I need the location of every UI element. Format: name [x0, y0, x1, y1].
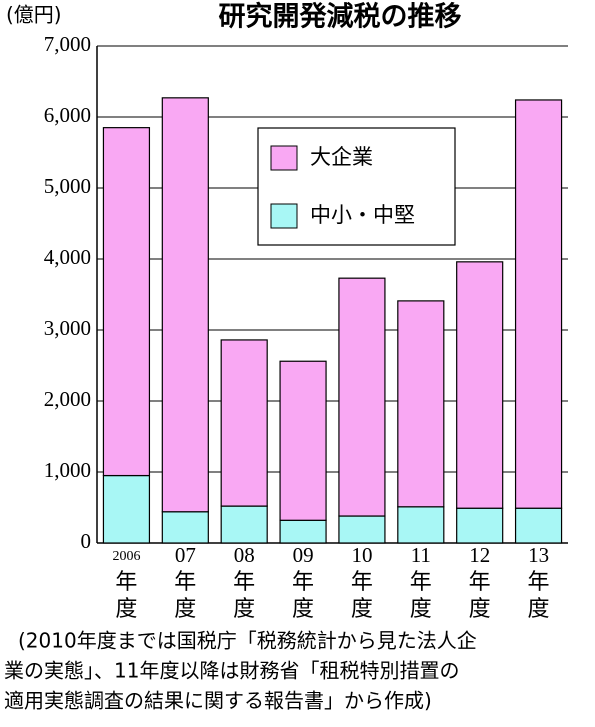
- legend-label: 中小・中堅: [310, 203, 415, 227]
- y-tick-label: 3,000: [44, 316, 91, 340]
- x-tick-char: 度: [528, 597, 550, 622]
- note-line: 業の実態」、11年度以降は財務省「租税特別措置の: [4, 659, 459, 683]
- x-tick-char: 年: [351, 570, 373, 595]
- x-tick-char: 度: [292, 597, 314, 622]
- x-tick-char: 度: [115, 597, 137, 622]
- y-tick-label: 1,000: [44, 458, 91, 482]
- x-tick-label: 07 年度: [174, 543, 196, 622]
- bar-segment: [279, 519, 327, 544]
- x-tick-char: 度: [410, 597, 432, 622]
- bar-segment: [161, 97, 209, 513]
- bar-segment: [102, 127, 151, 477]
- bar-segment: [397, 300, 445, 508]
- bar-segment: [514, 507, 563, 544]
- bar-segment: [102, 474, 151, 544]
- x-tick-label: 08 年度: [233, 543, 255, 622]
- bar-segment: [161, 511, 209, 544]
- bar-segment: [514, 99, 563, 509]
- x-tick-label: 2006 年度: [112, 549, 140, 622]
- y-tick-label: 2,000: [44, 387, 91, 411]
- x-tick-char: 度: [351, 597, 373, 622]
- y-tick-label: 0: [81, 529, 92, 553]
- x-tick-char: 度: [469, 597, 491, 622]
- x-tick-label: 10 年度: [351, 543, 373, 622]
- x-tick-label: 13 年度: [528, 543, 550, 622]
- x-tick-char: 年: [469, 570, 491, 595]
- x-tick-number: 12: [469, 543, 490, 567]
- bar-segment: [338, 515, 386, 544]
- x-tick-label: 12 年度: [469, 543, 491, 622]
- y-tick-label: 6,000: [44, 103, 91, 127]
- bar-segment: [220, 339, 268, 507]
- bar-segment: [338, 277, 386, 517]
- legend-label: 大企業: [310, 145, 373, 169]
- x-tick-char: 年: [115, 570, 137, 595]
- x-tick-number: 07: [175, 543, 196, 567]
- y-axis-label: (億円): [6, 3, 62, 27]
- bar-segment: [279, 360, 327, 521]
- x-tick-char: 年: [410, 570, 432, 595]
- x-tick-number: 10: [351, 543, 372, 567]
- x-tick-number: 13: [528, 543, 549, 567]
- x-tick-char: 年: [174, 570, 196, 595]
- y-tick-label: 5,000: [44, 174, 91, 198]
- x-tick-number: 09: [293, 543, 314, 567]
- y-tick-label: 4,000: [44, 245, 91, 269]
- x-tick-number: 11: [411, 543, 431, 567]
- legend-swatch: [270, 203, 298, 229]
- note-line: 適用実態調査の結果に関する報告書」から作成): [4, 689, 432, 713]
- bar-segment: [456, 507, 504, 544]
- x-tick-char: 度: [233, 597, 255, 622]
- chart-title: 研究開発減税の推移: [219, 1, 462, 33]
- x-tick-label: 11 年度: [410, 543, 432, 622]
- x-tick-char: 年: [292, 570, 314, 595]
- legend-swatch: [270, 145, 298, 171]
- x-tick-char: 度: [174, 597, 196, 622]
- x-tick-char: 年: [528, 570, 550, 595]
- x-tick-number: 08: [234, 543, 255, 567]
- y-tick-label: 7,000: [44, 32, 91, 56]
- x-tick-char: 年: [233, 570, 255, 595]
- bar-segment: [456, 261, 504, 509]
- note-line: (2010年度までは国税庁「税務統計から見た法人企: [18, 629, 477, 653]
- bar-segment: [397, 506, 445, 544]
- x-tick-number: 2006: [112, 549, 140, 564]
- x-tick-label: 09 年度: [292, 543, 314, 622]
- bar-segment: [220, 505, 268, 544]
